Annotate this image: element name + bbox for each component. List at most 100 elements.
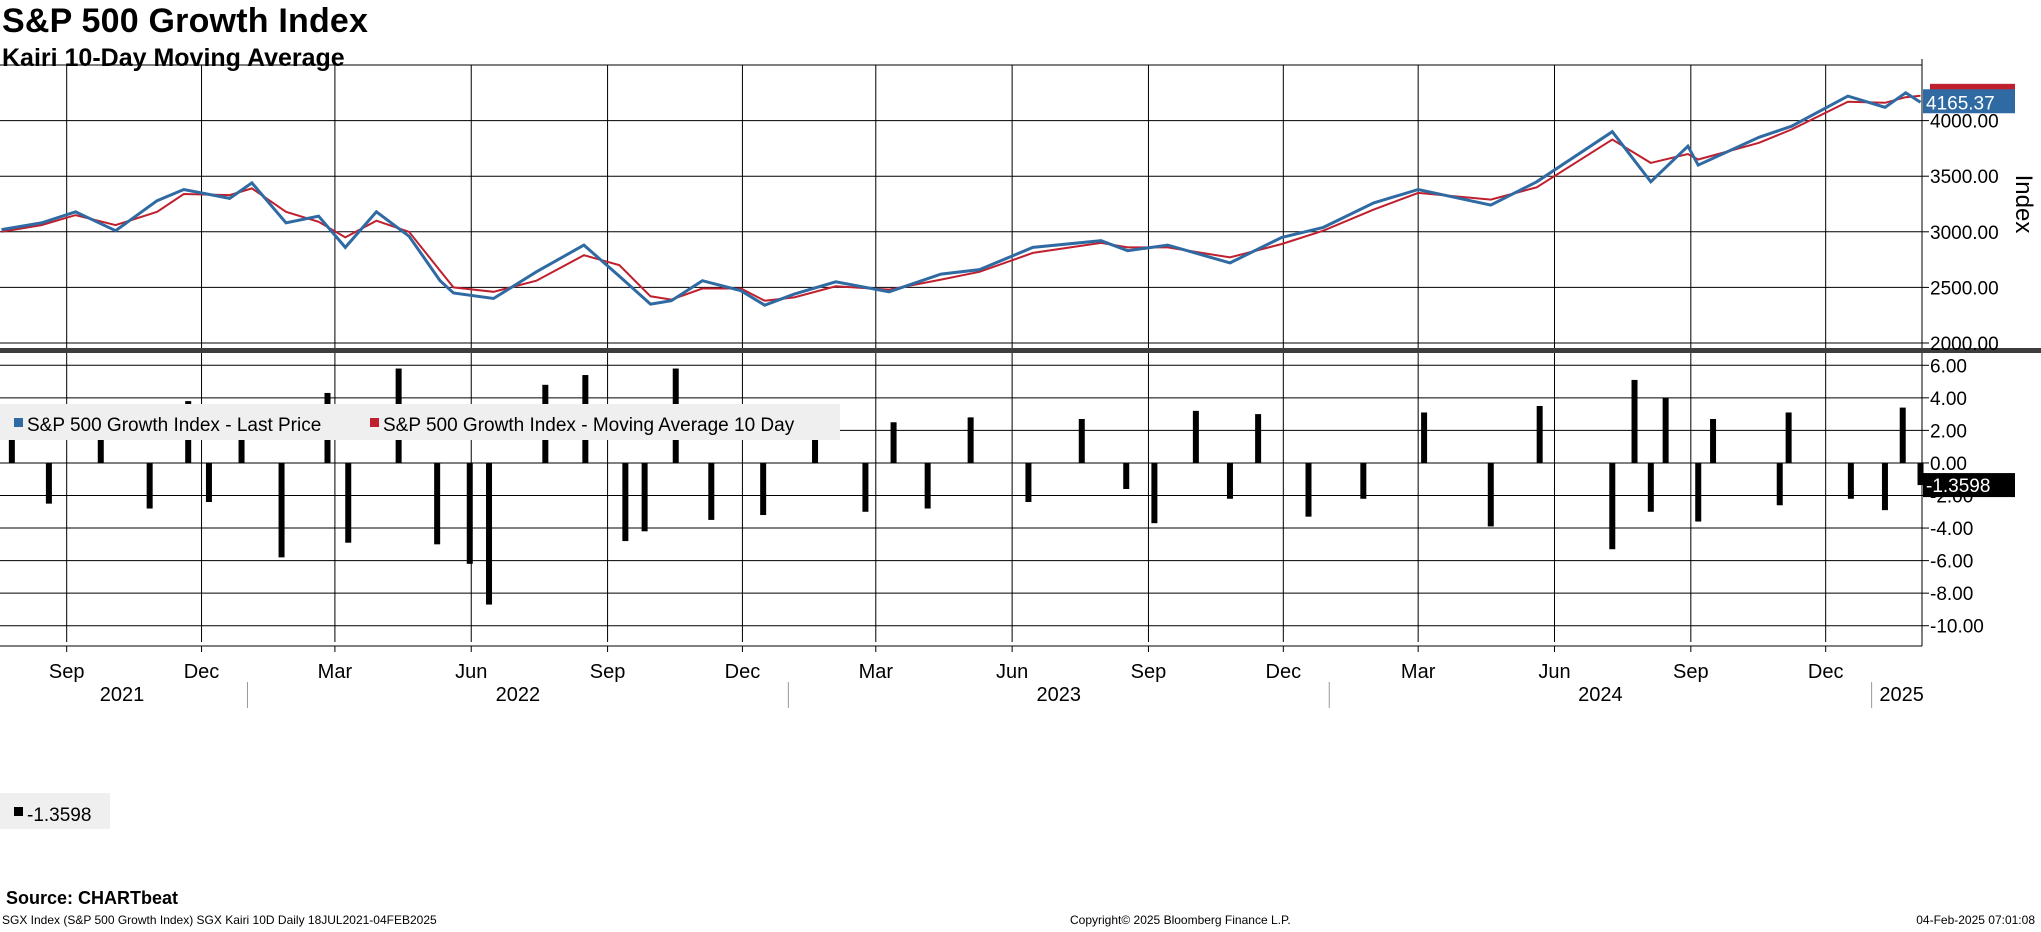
- kairi-bar: [1917, 462, 1924, 486]
- kairi-bar: [622, 462, 629, 542]
- kairi-bar: [1609, 462, 1616, 550]
- legend-label-price: S&P 500 Growth Index - Last Price: [27, 415, 321, 436]
- kairi-bar: [1776, 462, 1783, 506]
- footer-copyright: Copyright© 2025 Bloomberg Finance L.P.: [1070, 913, 1291, 927]
- xtick-label-month: Jun: [455, 661, 487, 683]
- xtick-label-year: 2024: [1578, 684, 1623, 706]
- kairi-bar: [1647, 462, 1654, 512]
- kairi-bar: [45, 462, 52, 504]
- ytick-label-bottom: -6.00: [1930, 552, 1973, 573]
- ytick-label-top: 2500.00: [1930, 278, 1999, 299]
- xtick-label-month: Sep: [49, 661, 85, 683]
- kairi-bar: [1421, 412, 1428, 463]
- footer-left: SGX Index (S&P 500 Growth Index) SGX Kai…: [2, 913, 437, 927]
- kairi-bar: [1151, 462, 1158, 524]
- xtick-label-month: Dec: [725, 661, 761, 683]
- kairi-last-value-label: -1.3598: [1926, 476, 1990, 497]
- kairi-bar: [466, 462, 473, 564]
- ytick-label-bottom: 6.00: [1930, 356, 1967, 377]
- legends: S&P 500 Growth Index - Last Price S&P 500…: [0, 404, 840, 829]
- kairi-bar: [862, 462, 869, 512]
- price-lines: [1, 90, 1922, 307]
- kairi-bar: [1899, 407, 1906, 463]
- chart-subtitle: Kairi 10-Day Moving Average: [2, 44, 345, 72]
- ytick-label-bottom: 0.00: [1930, 454, 1967, 475]
- kairi-bar: [486, 462, 493, 605]
- kairi-bar: [1255, 414, 1262, 463]
- price-series-line: [1, 90, 1922, 307]
- kairi-bar: [1487, 462, 1494, 527]
- ytick-label-top: 2000.00: [1930, 334, 1999, 355]
- kairi-bar: [1305, 462, 1312, 517]
- kairi-bar: [1631, 379, 1638, 463]
- panel-divider: [0, 348, 2041, 353]
- kairi-bar: [1226, 462, 1233, 499]
- axis-labels: 2000.00 2500.00 3000.00 3500.00 4000.00 -10.0…: [49, 83, 2037, 706]
- ytick-label-top: 3000.00: [1930, 223, 1999, 244]
- kairi-bars: [8, 368, 1924, 605]
- xtick-label-month: Sep: [590, 661, 626, 683]
- grid-lines: [0, 65, 1922, 642]
- kairi-bar: [1078, 418, 1085, 463]
- kairi-bar: [205, 462, 212, 503]
- xtick-label-year: 2022: [496, 684, 541, 706]
- ytick-label-bottom: 4.00: [1930, 389, 1967, 410]
- footer-timestamp: 04-Feb-2025 07:01:08: [1916, 913, 2035, 927]
- kairi-bar: [434, 462, 441, 545]
- xtick-label-year: 2023: [1037, 684, 1082, 706]
- kairi-bar: [1025, 462, 1032, 503]
- xtick-label-year: 2025: [1879, 684, 1924, 706]
- kairi-bar: [1360, 462, 1367, 499]
- ytick-label-bottom: 2.00: [1930, 421, 1967, 442]
- kairi-bar: [1710, 418, 1717, 463]
- kairi-bar: [1695, 462, 1702, 522]
- source-note: Source: CHARTbeat: [6, 888, 179, 908]
- kairi-bar: [1785, 412, 1792, 463]
- chart-title: S&P 500 Growth Index: [2, 2, 369, 40]
- price-last-value-tag: [1923, 89, 2015, 114]
- kairi-bar: [1662, 397, 1669, 463]
- xtick-label-month: Mar: [859, 661, 894, 683]
- kairi-bar: [8, 430, 15, 463]
- legend-swatch-price: [14, 418, 23, 427]
- xtick-label-year: 2021: [100, 684, 145, 706]
- kairi-bar: [890, 422, 897, 463]
- xtick-label-month: Dec: [1808, 661, 1844, 683]
- kairi-bar: [1881, 462, 1888, 511]
- axes: [0, 59, 2041, 708]
- y-axis-title: Index: [2010, 175, 2037, 234]
- kairi-bar: [345, 462, 352, 543]
- kairi-bar: [1123, 462, 1130, 489]
- xtick-label-month: Mar: [1401, 661, 1436, 683]
- ytick-label-bottom: -10.00: [1930, 617, 1984, 638]
- kairi-bar: [1192, 410, 1199, 463]
- ytick-label-top: 3500.00: [1930, 167, 1999, 188]
- top-legend-box: [0, 404, 840, 440]
- xtick-label-month: Sep: [1673, 661, 1709, 683]
- xtick-label-month: Dec: [1266, 661, 1302, 683]
- kairi-bar: [760, 462, 767, 516]
- xtick-label-month: Sep: [1131, 661, 1167, 683]
- kairi-bar: [278, 462, 285, 558]
- ytick-label-top: 4000.00: [1930, 112, 1999, 133]
- ytick-label-bottom: -4.00: [1930, 519, 1973, 540]
- legend-swatch-kairi: [14, 807, 23, 816]
- kairi-last-value-tag: [1923, 473, 2015, 498]
- kairi-bar: [146, 462, 153, 509]
- price-last-value-label: 4165.37: [1926, 93, 1995, 114]
- kairi-bar: [1847, 462, 1854, 499]
- legend-label-ma: S&P 500 Growth Index - Moving Average 10…: [383, 415, 795, 436]
- xtick-label-month: Mar: [318, 661, 353, 683]
- legend-label-kairi: -1.3598: [27, 805, 91, 826]
- xtick-label-month: Dec: [184, 661, 220, 683]
- xtick-label-month: Jun: [1538, 661, 1570, 683]
- kairi-bar: [967, 417, 974, 463]
- kairi-bar: [641, 462, 648, 532]
- kairi-bar: [708, 462, 715, 520]
- ytick-label-bottom: -8.00: [1930, 584, 1973, 605]
- ma-series-line: [1, 94, 1921, 302]
- xtick-label-month: Jun: [996, 661, 1028, 683]
- kairi-bar: [1536, 405, 1543, 463]
- legend-swatch-ma: [370, 418, 379, 427]
